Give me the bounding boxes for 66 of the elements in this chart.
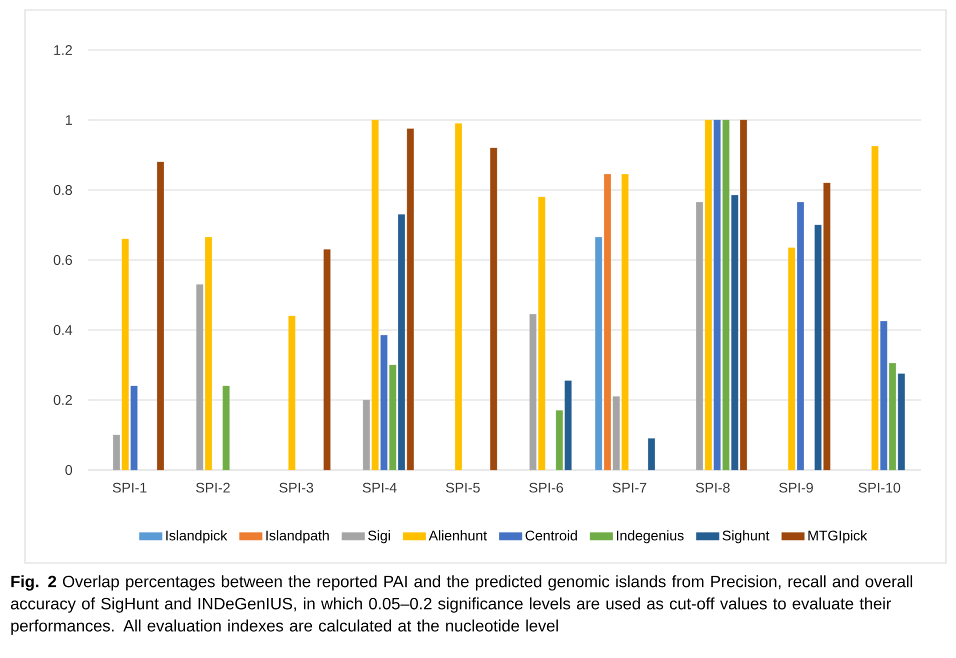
bar (788, 248, 796, 470)
x-tick-label: SPI-10 (858, 482, 900, 493)
bar (130, 386, 138, 470)
bar (205, 237, 212, 470)
bar (740, 120, 748, 470)
bar (714, 120, 721, 470)
bar (288, 316, 296, 470)
x-tick-label: SPI-8 (696, 482, 730, 493)
bar (564, 380, 572, 470)
bar (122, 238, 129, 470)
y-tick-label: 1.2 (54, 45, 72, 55)
y-tick-label: 0.2 (54, 395, 72, 405)
bar (731, 195, 738, 470)
x-tick-label: SPI-3 (279, 482, 314, 493)
bar (406, 128, 414, 470)
bar (696, 202, 704, 470)
bar (889, 363, 896, 470)
bar (823, 182, 830, 470)
legend-label: Islandpick (166, 530, 228, 544)
x-tick-label: SPI-7 (612, 482, 646, 493)
bar (372, 120, 379, 470)
x-tick-label: SPI-1 (112, 482, 146, 493)
bar (222, 386, 230, 470)
bar (380, 335, 388, 470)
bar (814, 224, 822, 470)
bar (880, 321, 888, 470)
x-tick-label: SPI-4 (362, 482, 397, 493)
bar (556, 410, 563, 470)
bar (796, 202, 804, 470)
x-tick-label: SPI-2 (196, 482, 230, 493)
legend-label: Sighunt (722, 530, 770, 544)
legend-label: Centroid (526, 530, 577, 540)
bar (612, 396, 620, 470)
bar (156, 162, 164, 470)
bar (648, 438, 655, 470)
legend-label: Sigi (368, 530, 390, 544)
bar (704, 120, 712, 470)
bar (324, 249, 331, 470)
bar (529, 314, 536, 470)
bar (196, 284, 204, 470)
y-tick-label: 0 (65, 465, 72, 475)
bar (454, 123, 462, 470)
text: Fig. 2 Overlap percentages between the reported PAI and the predicted genomic islands from Precision, recall and overall accuracy of SigHunt and INDeGenIUS, in which 0.05–0.2 significance levels are used as cut-off values to evaluate their performances. All evaluation indexes are calculated at the nucleotide level (10, 575, 912, 635)
legend-label: Islandpath (266, 530, 329, 544)
x-tick-label: SPI-9 (779, 482, 813, 493)
bar (722, 120, 730, 470)
bar (490, 148, 498, 470)
y-tick-label: 1 (66, 115, 72, 125)
legend-label: MTGIpick (808, 530, 868, 544)
bar (398, 214, 406, 470)
x-tick-label: SPI-5 (446, 482, 480, 493)
legend-label: Indegenius (616, 530, 684, 544)
bar (362, 400, 370, 470)
bar (595, 237, 602, 470)
bar (871, 146, 878, 470)
bar (538, 196, 546, 470)
bar (622, 174, 629, 470)
y-tick-label: 0.4 (54, 325, 72, 335)
x-tick-label: SPI-6 (529, 482, 564, 493)
bar (389, 364, 396, 470)
legend-label: Alienhunt (428, 530, 487, 540)
y-tick-label: 0.8 (54, 185, 72, 195)
y-tick-label: 0.6 (54, 255, 72, 265)
bar (112, 434, 120, 470)
bar (898, 374, 905, 470)
bar (604, 174, 611, 470)
